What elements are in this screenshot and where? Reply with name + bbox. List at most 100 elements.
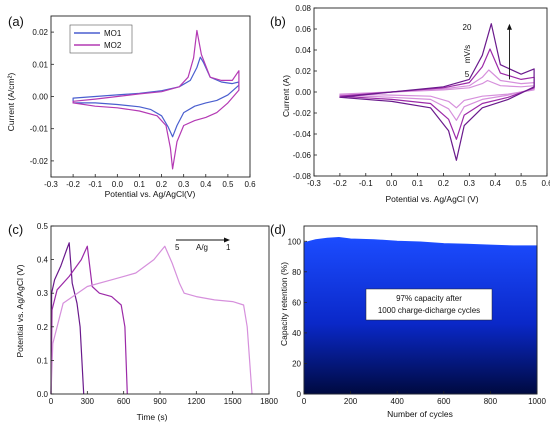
panel-a-xtick-label: 0.1 [134,180,146,189]
panel-d-label: (d) [270,222,286,237]
panel-c-xtick-label: 1500 [224,397,242,406]
annotation-box [365,288,493,321]
panel-c: 0 300 600 900 1200 1500 1800 0.0 0.1 0.2 0.3 0.4 0.5… [8,222,278,422]
panel-d-ytick-label: 60 [292,298,301,307]
panel-a-ylabel: Current (A/cm²) [6,73,16,132]
panel-b-ytick-label: 0.08 [295,4,311,13]
panel-b-xtick-label: -0.1 [359,179,373,188]
panel-a-legend: MO1 MO2 [69,24,133,54]
panel-a-ytick-label: -0.02 [30,157,49,166]
panel-b-label: (b) [270,14,286,29]
current-density-left: 5 [175,243,180,252]
panel-b: -0.3 -0.2 -0.1 0.0 0.1 0.2 0.3 0.4 0.5 0.6 -0.08 -0… [270,4,550,204]
panel-b-ytick-label: -0.06 [293,151,312,160]
panel-a-series-0 [72,56,240,138]
current-density-unit: A/g [196,243,208,252]
panel-b-xtick-label: 0.4 [490,179,502,188]
panel-b-ytick-label: 0.04 [295,46,311,55]
panel-c-ytick-label: 0.5 [37,222,49,231]
panel-b-series-3 [339,23,535,161]
panel-a-ytick-label: 0.01 [32,60,48,69]
current-density-arrow-head [224,237,230,243]
panel-b-xtick-label: 0.1 [412,179,424,188]
panel-a-series-1 [72,29,240,170]
panel-c-series-1 [50,245,128,395]
panel-a-ticks: -0.3 -0.2 -0.1 0.0 0.1 0.2 0.3 0.4 0.5 0.6 -0.02 -0… [30,15,256,189]
panel-a-ytick-label: 0.00 [32,93,48,102]
panel-d-xtick-label: 0 [302,397,307,406]
panel-c-xtick-label: 600 [117,397,131,406]
panel-a-xtick-label: 0.3 [178,180,190,189]
panel-d-xtick-label: 1000 [528,397,546,406]
panel-d-ytick-label: 0 [297,390,302,399]
panel-a-ytick-label: -0.01 [30,125,49,134]
panel-b-ytick-label: 0.00 [295,88,311,97]
panel-b-scan-rate-annotation: 20 mV/s 5 [463,23,512,80]
panel-c-xtick-label: 900 [153,397,167,406]
panel-d-frame [303,225,538,395]
panel-a-xtick-label: 0.4 [200,180,212,189]
scan-rate-top: 20 [463,23,472,32]
panel-a-xlabel: Potential vs. Ag/AgCl(V) [105,189,196,199]
panel-c-ytick-label: 0.3 [37,289,49,298]
panel-a-xtick-label: 0.2 [156,180,168,189]
panel-b-xtick-label: 0.0 [386,179,398,188]
panel-b-ytick-label: 0.06 [295,25,311,34]
panel-a-plot-area [72,29,240,170]
panel-b-ylabel: Current (A) [281,75,291,117]
panel-a-xtick-label: 0.5 [222,180,234,189]
panel-b-xtick-label: 0.6 [541,179,550,188]
panel-b-plot-area [339,23,535,161]
legend-label-mo2: MO2 [104,41,122,50]
current-density-right: 1 [226,243,231,252]
panel-c-series-0 [50,242,85,395]
panel-d-ytick-label: 80 [292,268,301,277]
panel-b-xlabel: Potential vs. Ag/AgCl (V) [385,194,478,204]
panel-d-ytick-label: 20 [292,359,301,368]
panel-c-label: (c) [8,222,23,237]
panel-c-xtick-label: 1800 [260,397,278,406]
panel-b-xtick-label: 0.2 [438,179,450,188]
panel-b-ytick-label: -0.02 [293,109,312,118]
panel-c-ytick-label: 0.1 [37,356,49,365]
panel-c-xtick-label: 1200 [187,397,205,406]
scan-rate-unit: mV/s [463,45,472,63]
panel-b-xtick-label: 0.3 [464,179,476,188]
panel-d-xtick-label: 800 [484,397,498,406]
panel-d-xtick-label: 600 [437,397,451,406]
panel-b-frame [313,7,548,177]
legend-label-mo1: MO1 [104,29,122,38]
panel-a-xtick-label: -0.3 [44,180,58,189]
panel-c-plot-area [50,242,253,395]
panel-d: 0 200 400 600 800 1000 0 20 40 60 80 100 (d) Number… [270,222,546,419]
panel-b-xtick-label: -0.3 [307,179,321,188]
panel-a-xtick-label: 0.6 [244,180,256,189]
scan-rate-bottom: 5 [465,70,470,79]
panel-b-ticks: -0.3 -0.2 -0.1 0.0 0.1 0.2 0.3 0.4 0.5 0.6 -0.08 -0… [293,4,550,188]
panel-c-ylabel: Potential vs. Ag/AgCl (V) [15,264,25,357]
panel-d-ytick-label: 40 [292,329,301,338]
panel-c-ytick-label: 0.0 [37,390,49,399]
panel-d-xlabel: Number of cycles [387,409,453,419]
panel-c-xtick-label: 300 [81,397,95,406]
scan-rate-arrow-head [506,23,512,30]
panel-b-xtick-label: 0.5 [516,179,528,188]
panel-d-annotation-box: 97% capacity after 1000 charge-dicharge … [365,288,493,321]
annotation-line-2: 1000 charge-dicharge cycles [378,306,480,315]
panel-a-label: (a) [8,14,24,29]
panel-b-ytick-label: 0.02 [295,67,311,76]
panel-d-ylabel: Capacity retention (%) [279,262,289,346]
legend-box [69,24,133,54]
panel-b-xtick-label: -0.2 [333,179,347,188]
annotation-line-1: 97% capacity after [396,294,462,303]
panel-d-ytick-label: 100 [288,237,302,246]
panel-a-xtick-label: -0.1 [88,180,102,189]
panel-b-ytick-label: -0.04 [293,130,312,139]
panel-a: -0.3 -0.2 -0.1 0.0 0.1 0.2 0.3 0.4 0.5 0.6 -0.02 -0… [6,14,256,199]
panel-c-xlabel: Time (s) [137,412,168,422]
panel-c-current-density-annotation: 5 A/g 1 [175,243,231,252]
panel-c-xtick-label: 0 [49,397,54,406]
panel-a-xtick-label: -0.2 [66,180,80,189]
panel-d-ticks: 0 200 400 600 800 1000 0 20 40 60 80 100 [288,225,546,406]
